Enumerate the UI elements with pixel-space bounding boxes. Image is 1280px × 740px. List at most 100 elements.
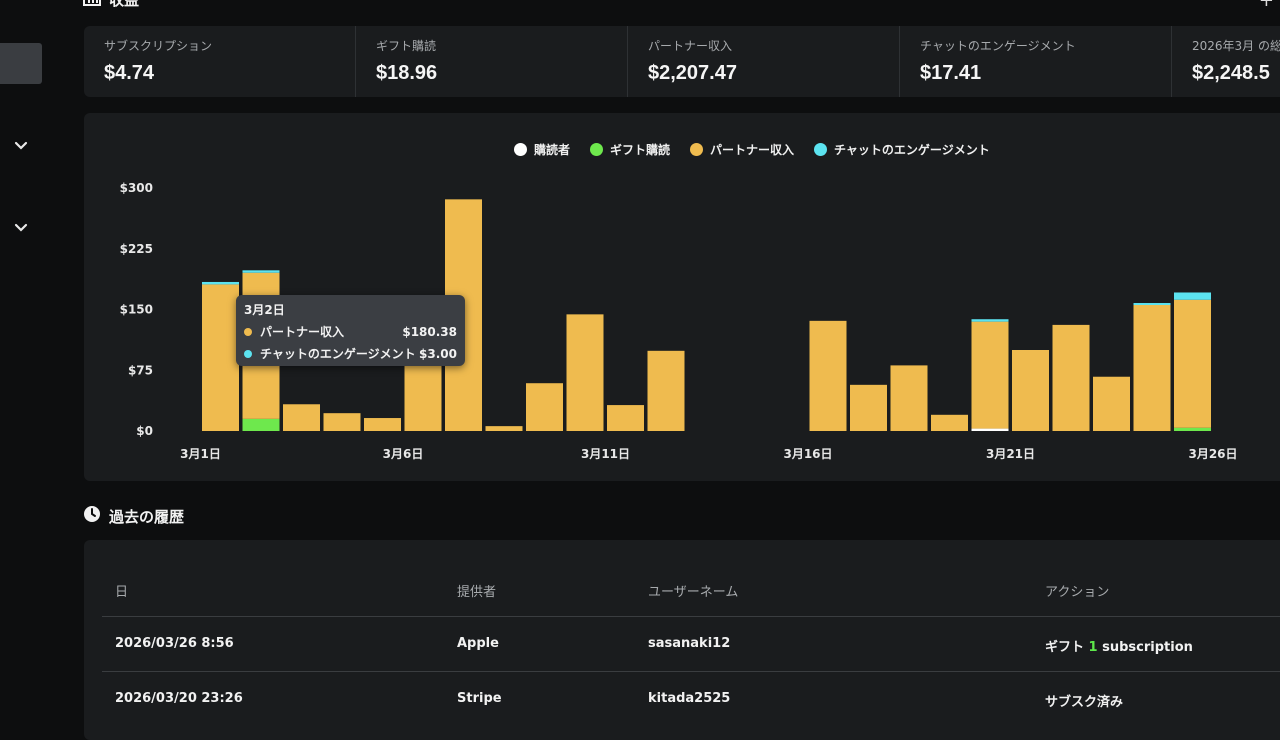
bar-segment[interactable]	[1174, 427, 1211, 431]
bar-segment[interactable]	[931, 414, 968, 431]
stat-gift-subscriptions: ギフト購読 $18.96	[356, 26, 628, 97]
legend-dot	[514, 143, 527, 156]
y-tick-label: $0	[136, 424, 153, 438]
stat-value: $4.74	[104, 62, 155, 84]
tooltip-row: パートナー収入 $180.38	[244, 323, 457, 340]
bar-segment[interactable]	[202, 281, 239, 285]
bar-segment[interactable]	[1012, 350, 1049, 431]
stat-value: $18.96	[376, 62, 438, 84]
bar-segment[interactable]	[202, 284, 239, 431]
stat-partner-income: パートナー収入 $2,207.47	[628, 26, 900, 97]
chart-legend: 購読者 ギフト購読 パートナー収入 チャットのエンゲージメント	[514, 141, 990, 158]
bar-segment[interactable]	[647, 350, 685, 431]
bar-segment[interactable]	[323, 413, 361, 431]
column-header-provider[interactable]: 提供者	[457, 585, 497, 600]
bar-segment[interactable]	[404, 361, 442, 431]
bar-segment[interactable]	[850, 384, 887, 431]
bar-segment[interactable]	[242, 270, 280, 273]
cell-username: kitada2525	[648, 691, 731, 706]
cell-provider: Apple	[457, 636, 499, 651]
action-count: 1	[1088, 640, 1098, 655]
stat-value: $2,207.47	[648, 62, 737, 84]
bar-segment[interactable]	[242, 418, 280, 431]
x-tick-label: 3月26日	[1188, 447, 1237, 461]
stat-month-total: 2026年3月 の総 $2,248.5	[1172, 26, 1280, 97]
x-tick-label: 3月1日	[180, 447, 221, 461]
action-type: サブスク済み	[1045, 695, 1124, 710]
stat-chat-engagement: チャットのエンゲージメント $17.41	[900, 26, 1172, 97]
clock-icon	[83, 505, 101, 527]
revenue-stats: サブスクリプション $4.74 ギフト購読 $18.96 パートナー収入 $2,…	[84, 26, 1280, 97]
legend-item-subscribers[interactable]: 購読者	[514, 141, 570, 158]
bar-segment[interactable]	[971, 321, 1009, 429]
column-header-username[interactable]: ユーザーネーム	[648, 585, 739, 600]
y-tick-label: $150	[120, 303, 153, 317]
cell-provider: Stripe	[457, 691, 502, 706]
cell-username: sasanaki12	[648, 636, 731, 651]
legend-item-chat[interactable]: チャットのエンゲージメント	[814, 141, 990, 158]
bar-segment[interactable]	[809, 320, 847, 431]
tooltip-value: $3.00	[419, 346, 457, 361]
bar-segment[interactable]	[971, 428, 1009, 431]
stat-label: 2026年3月 の総	[1192, 39, 1280, 53]
legend-label: ギフト購読	[610, 143, 671, 157]
history-section-title: 過去の履歴	[83, 505, 184, 527]
tooltip-label: チャットのエンゲージメント	[260, 347, 416, 361]
stat-subscriptions: サブスクリプション $4.74	[84, 26, 356, 97]
stat-label: ギフト購読	[376, 39, 437, 53]
revenue-title: 収益	[109, 0, 140, 9]
history-table: 日 提供者 ユーザーネーム アクション 2026/03/26 8:56 Appl…	[84, 540, 1280, 740]
bar-segment[interactable]	[1174, 292, 1211, 300]
x-tick-label: 3月16日	[783, 447, 832, 461]
chevron-down-icon[interactable]	[12, 219, 30, 237]
tooltip-label: パートナー収入	[260, 325, 345, 339]
legend-dot	[690, 143, 704, 156]
bar-segment[interactable]	[1093, 376, 1130, 431]
revenue-section-title: 収益	[83, 0, 139, 10]
expand-icon[interactable]: +	[1258, 0, 1274, 11]
bar-segment[interactable]	[283, 404, 320, 431]
y-tick-label: $225	[120, 242, 153, 256]
bar-segment[interactable]	[971, 319, 1009, 322]
bar-chart-icon	[83, 0, 101, 10]
bar-segment[interactable]	[1133, 303, 1171, 306]
action-detail: subscription	[1102, 640, 1193, 655]
sidebar	[0, 0, 62, 720]
bar-segment[interactable]	[566, 314, 604, 431]
legend-label: 購読者	[534, 143, 571, 157]
bar-segment[interactable]	[1052, 324, 1090, 431]
legend-label: パートナー収入	[710, 143, 795, 157]
revenue-chart: $0 $75 $150 $225 $300 3月1日 3月6日 3月11日 3月16日 3月21日…	[120, 181, 1238, 461]
bar-segment[interactable]	[526, 383, 563, 431]
column-header-date[interactable]: 日	[115, 585, 129, 600]
stat-value: $2,248.5	[1192, 62, 1270, 84]
cell-date: 2026/03/26 8:56	[115, 636, 234, 651]
tooltip-title: 3月2日	[244, 303, 285, 317]
stat-label: パートナー収入	[648, 39, 733, 53]
bar-segment[interactable]	[1174, 299, 1211, 428]
column-header-action[interactable]: アクション	[1045, 585, 1110, 600]
tooltip-value: $180.38	[402, 324, 457, 339]
legend-item-partner[interactable]: パートナー収入	[690, 141, 794, 158]
stat-label: サブスクリプション	[104, 39, 213, 53]
stat-value: $17.41	[920, 62, 982, 84]
chevron-down-icon[interactable]	[12, 137, 30, 155]
sidebar-active-item[interactable]	[0, 43, 42, 84]
bar-segment[interactable]	[485, 426, 523, 431]
bar-segment[interactable]	[1133, 303, 1171, 431]
cell-action: ギフト 1 subscription	[1045, 636, 1193, 655]
legend-label: チャットのエンゲージメント	[834, 143, 990, 157]
x-tick-label: 3月6日	[383, 447, 424, 461]
legend-item-gift[interactable]: ギフト購読	[590, 141, 670, 158]
action-type: ギフト	[1045, 640, 1085, 655]
tooltip-row: チャットのエンゲージメント $3.00	[244, 345, 457, 362]
chart-tooltip: 3月2日 パートナー収入 $180.38 チャットのエンゲージメント $3.00	[236, 295, 465, 366]
stat-label: チャットのエンゲージメント	[920, 39, 1076, 53]
bar-segment[interactable]	[607, 405, 644, 431]
legend-dot	[814, 143, 828, 156]
bar-segment[interactable]	[364, 418, 401, 431]
y-tick-label: $75	[128, 363, 153, 377]
cell-action: サブスク済み	[1045, 691, 1123, 710]
divider	[102, 616, 1280, 617]
bar-segment[interactable]	[890, 365, 928, 431]
